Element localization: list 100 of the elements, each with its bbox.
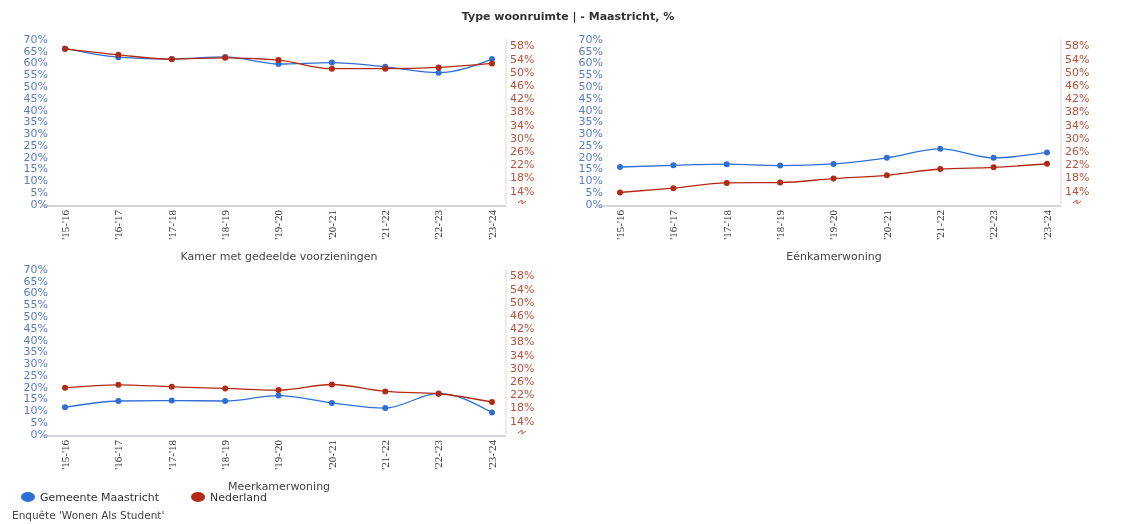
x-tick-label: '15-'16 [58, 439, 71, 470]
y-tick-label: 0% [30, 427, 48, 441]
y-tick-label: 55% [578, 68, 603, 82]
y2-tick-label: 54% [510, 282, 535, 296]
y-tick-label: 55% [23, 68, 48, 82]
y-tick-label: 20% [23, 150, 48, 164]
y-tick-label: 15% [578, 162, 603, 176]
x-tick-label: '22-'23 [432, 209, 445, 240]
x-tick-label: '20-'21 [325, 210, 338, 240]
y2-tick-label: 30% [1065, 131, 1090, 145]
y2-tick-label: 26% [510, 375, 535, 389]
x-tick-label: '21-'22 [934, 210, 947, 240]
y-tick-label: 55% [23, 298, 48, 312]
y-tick-label: 60% [578, 56, 603, 70]
y-tick-label: 35% [23, 115, 48, 129]
x-axis-title: Eénkamerwoning [786, 250, 882, 263]
y2-tick-label: 34% [510, 348, 535, 362]
x-tick-label: '18-'19 [218, 209, 231, 240]
x-tick-label: '16-'17 [112, 439, 125, 470]
y2-tick-label: 46% [510, 309, 535, 323]
y2-tick-label: 46% [1065, 79, 1090, 93]
x-tick-label: '23-'24 [1040, 209, 1053, 240]
y-tick-label: 20% [578, 150, 603, 164]
y-tick-label: 30% [23, 127, 48, 141]
y2-tick-label: 54% [510, 52, 535, 66]
y-tick-label: 20% [23, 380, 48, 394]
x-tick-label: '17-'18 [165, 439, 178, 470]
y2-tick-label: 14% [510, 184, 535, 198]
x-tick-label: '18-'19 [218, 439, 231, 470]
y-tick-label: 15% [23, 162, 48, 176]
y-tick-label: 65% [23, 274, 48, 288]
y-tick-label: 5% [30, 186, 48, 200]
y2-tick-label: 58% [1065, 39, 1090, 53]
x-axis-title: Meerkamerwoning [227, 480, 331, 493]
x-tick-label: '17-'18 [720, 209, 733, 240]
x-tick-label: '19-'20 [272, 209, 285, 240]
y-tick-label: 50% [578, 79, 603, 93]
x-tick-label: '22-'23 [987, 209, 1000, 240]
y2-tick-label: 50% [510, 295, 535, 309]
y2-tick-label: 14% [1065, 184, 1090, 198]
legend-label: Gemeente Maastricht [40, 490, 160, 504]
x-tick-label: '16-'17 [112, 209, 125, 240]
y2-tick-label: 26% [1065, 145, 1090, 159]
y-tick-label: 65% [23, 44, 48, 58]
x-tick-label: '17-'18 [165, 209, 178, 240]
y2-tick-label: 42% [510, 92, 535, 106]
y-tick-label: 70% [23, 32, 48, 46]
x-tick-label: '22-'23 [432, 439, 445, 470]
y2-tick-label: 26% [510, 145, 535, 159]
y2-tick-label: 30% [510, 131, 535, 145]
y-tick-label: 35% [23, 345, 48, 359]
y-tick-label: 65% [578, 44, 603, 58]
y2-tick-label: 38% [510, 105, 535, 119]
y-tick-label: 45% [23, 321, 48, 335]
y-tick-label: 60% [23, 56, 48, 70]
y-tick-label: 50% [23, 79, 48, 93]
y2-tick-label: 50% [510, 65, 535, 79]
x-tick-label: '20-'21 [325, 440, 338, 470]
y2-tick-label: 18% [1065, 171, 1090, 185]
y-tick-label: 25% [23, 138, 48, 152]
y2-tick-label: 54% [1065, 52, 1090, 66]
y2-tick-label: 50% [1065, 65, 1090, 79]
y2-tick-label: 38% [1065, 105, 1090, 119]
x-tick-label: '21-'22 [379, 440, 392, 470]
legend-label: Nederland [210, 490, 268, 504]
y-tick-label: 30% [578, 127, 603, 141]
y2-tick-label: 22% [510, 158, 535, 172]
y-tick-label: 40% [23, 103, 48, 117]
y-tick-label: 60% [23, 286, 48, 300]
y2-tick-label: 30% [510, 361, 535, 375]
text: Type woonruimte | - Maastricht, % [461, 10, 675, 23]
y-tick-label: 40% [23, 333, 48, 347]
y2-tick-label: 42% [1065, 92, 1090, 106]
y2-tick-label: 46% [510, 79, 535, 93]
x-axis-title: Kamer met gedeelde voorzieningen [180, 250, 378, 263]
y-tick-label: 35% [578, 115, 603, 129]
text: Enquête 'Wonen Als Student' [12, 509, 165, 521]
y-tick-label: 10% [23, 404, 48, 418]
x-tick-label: '21-'22 [379, 210, 392, 240]
y2-tick-label: 18% [510, 401, 535, 415]
y-tick-label: 25% [578, 138, 603, 152]
x-tick-label: '23-'24 [485, 439, 498, 470]
y-tick-label: 5% [30, 416, 48, 430]
y-tick-label: 70% [578, 32, 603, 46]
y-tick-label: 15% [23, 392, 48, 406]
y2-tick-label: 18% [510, 171, 535, 185]
y-tick-label: 70% [23, 262, 48, 276]
y-tick-label: 0% [585, 197, 603, 211]
y-tick-label: 5% [585, 186, 603, 200]
y2-tick-label: 14% [510, 414, 535, 428]
y2-tick-label: 38% [510, 335, 535, 349]
x-tick-label: '15-'16 [613, 209, 626, 240]
x-tick-label: '20-'21 [880, 210, 893, 240]
y-tick-label: 50% [23, 309, 48, 323]
x-tick-label: '19-'20 [827, 209, 840, 240]
x-tick-label: '23-'24 [485, 209, 498, 240]
y2-tick-label: 22% [510, 388, 535, 402]
y2-tick-label: 34% [1065, 118, 1090, 132]
x-tick-label: '15-'16 [58, 209, 71, 240]
y2-tick-label: 58% [510, 39, 535, 53]
